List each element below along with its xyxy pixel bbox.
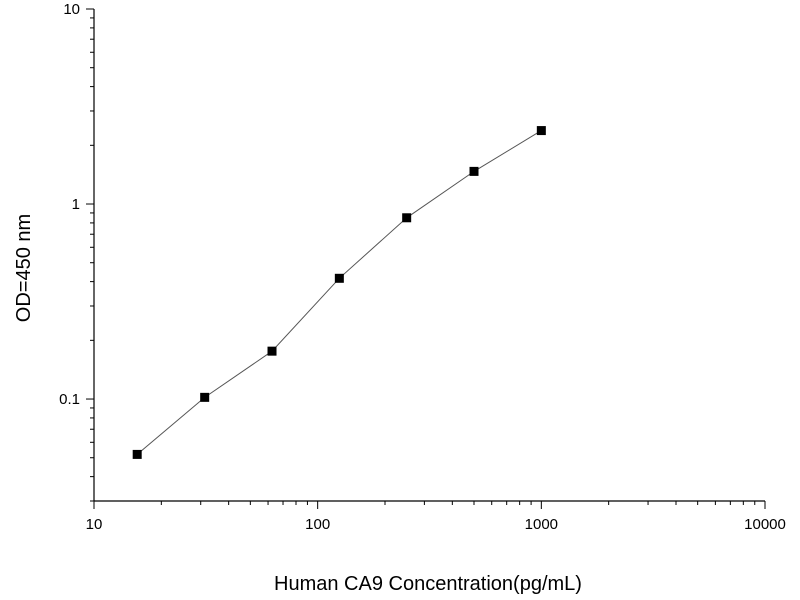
data-point <box>132 449 142 459</box>
y-tick-label: 10 <box>63 1 80 18</box>
series-line <box>136 130 542 455</box>
data-point <box>334 273 344 283</box>
x-tick-label: 100 <box>305 516 330 533</box>
data-point <box>267 346 277 356</box>
y-tick-label: 1 <box>72 196 80 213</box>
axes <box>93 9 765 502</box>
ticks: 10 100 1000 10000 0.1 1 10 <box>59 1 786 533</box>
x-tick-label: 10000 <box>744 516 786 533</box>
x-axis-label: Human CA9 Concentration(pg/mL) <box>274 573 582 595</box>
y-axis-label: OD=450 nm <box>13 214 35 322</box>
data-point <box>402 213 412 223</box>
y-tick-label: 0.1 <box>59 391 80 408</box>
x-tick-label: 10 <box>86 516 103 533</box>
data-point <box>536 126 546 136</box>
data-point <box>200 392 210 402</box>
data-point <box>469 166 479 176</box>
series-layer <box>132 126 546 459</box>
x-tick-label: 1000 <box>525 516 558 533</box>
